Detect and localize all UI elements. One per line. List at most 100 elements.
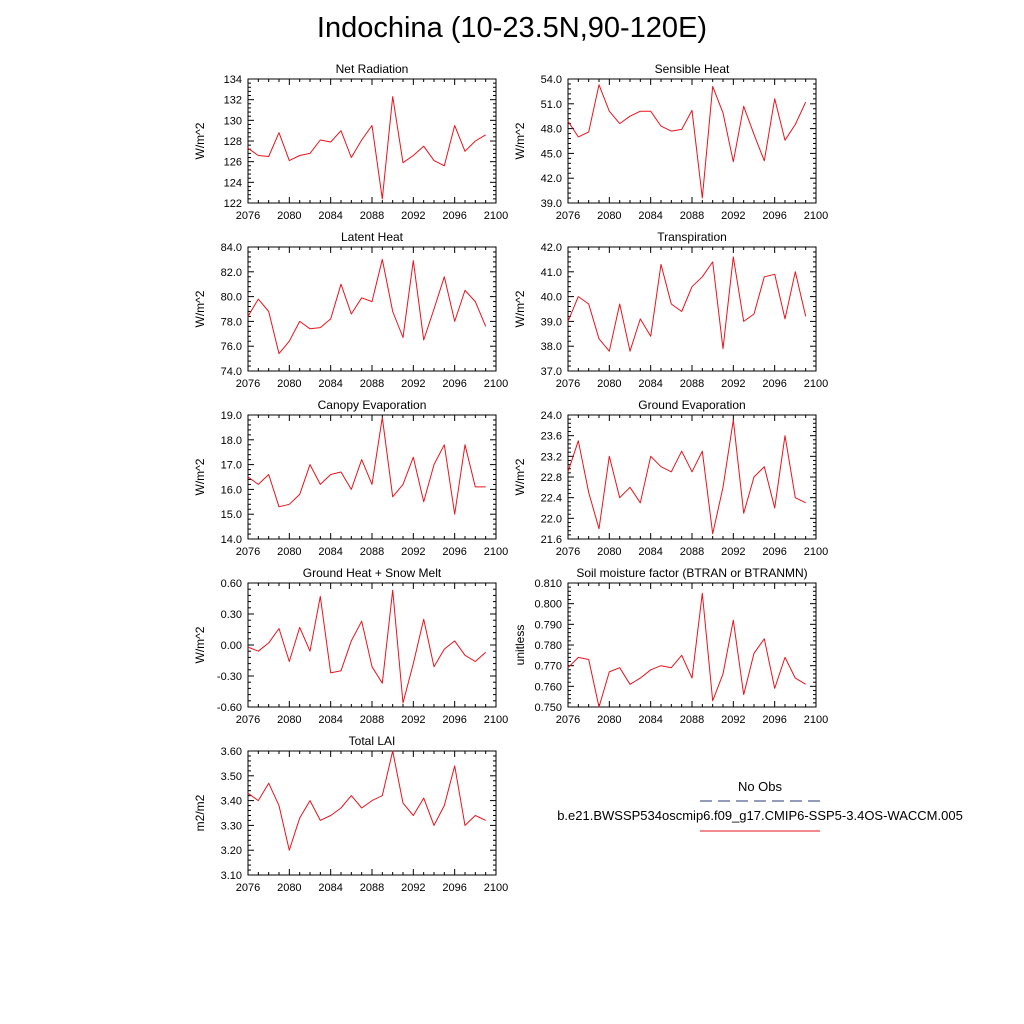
x-tick-label: 2088 bbox=[360, 546, 384, 558]
legend-label-model: b.e21.BWSSP534oscmip6.f09_g17.CMIP6-SSP5… bbox=[557, 808, 963, 823]
y-tick-label: 18.0 bbox=[221, 435, 242, 447]
x-tick-label: 2092 bbox=[721, 546, 745, 558]
y-axis-label: W/m^2 bbox=[513, 290, 527, 327]
y-tick-label: 130 bbox=[224, 115, 242, 127]
plot-frame bbox=[247, 582, 497, 708]
x-tick-label: 2100 bbox=[804, 714, 828, 726]
y-tick-label: 3.20 bbox=[221, 845, 242, 857]
plot-frame bbox=[247, 414, 497, 540]
x-tick-label: 2084 bbox=[638, 546, 662, 558]
y-tick-label: 134 bbox=[224, 74, 242, 86]
y-axis-label: unitless bbox=[513, 625, 527, 666]
y-tick-label: 22.0 bbox=[541, 513, 562, 525]
x-tick-label: 2080 bbox=[597, 378, 621, 390]
y-tick-label: 0.30 bbox=[221, 609, 242, 621]
x-tick-label: 2096 bbox=[442, 714, 466, 726]
x-tick-label: 2076 bbox=[556, 546, 580, 558]
x-tick-label: 2076 bbox=[236, 882, 260, 894]
y-tick-label: 0.790 bbox=[534, 619, 562, 631]
x-tick-label: 2080 bbox=[597, 210, 621, 222]
x-tick-label: 2084 bbox=[638, 210, 662, 222]
x-tick-label: 2096 bbox=[762, 714, 786, 726]
y-tick-label: 3.50 bbox=[221, 771, 242, 783]
y-tick-label: 17.0 bbox=[221, 460, 242, 472]
x-tick-label: 2092 bbox=[721, 210, 745, 222]
panel-title: Canopy Evaporation bbox=[318, 398, 427, 412]
x-tick-label: 2080 bbox=[277, 714, 301, 726]
x-tick-label: 2088 bbox=[360, 210, 384, 222]
panel-4: 2076 2080 2084 2088 2092 2096 2100 14.0 15.0 16.0… bbox=[193, 398, 508, 558]
x-tick-label: 2080 bbox=[597, 546, 621, 558]
x-tick-label: 2080 bbox=[277, 210, 301, 222]
x-tick-label: 2096 bbox=[762, 378, 786, 390]
series-line bbox=[247, 96, 486, 200]
y-tick-label: 0.810 bbox=[534, 578, 562, 590]
x-tick-label: 2096 bbox=[442, 378, 466, 390]
y-tick-label: 78.0 bbox=[221, 316, 242, 328]
series-line bbox=[247, 258, 487, 355]
x-tick-label: 2100 bbox=[484, 546, 508, 558]
y-tick-label: 54.0 bbox=[541, 74, 562, 86]
panel-title: Net Radiation bbox=[336, 62, 409, 76]
x-tick-label: 2092 bbox=[721, 378, 745, 390]
panel-title: Sensible Heat bbox=[655, 62, 730, 76]
x-tick-label: 2080 bbox=[597, 714, 621, 726]
x-tick-label: 2096 bbox=[762, 546, 786, 558]
y-tick-label: 24.0 bbox=[541, 410, 562, 422]
y-axis-label: W/m^2 bbox=[513, 458, 527, 495]
y-axis-label: W/m^2 bbox=[193, 458, 207, 495]
series-line bbox=[247, 750, 486, 851]
y-tick-label: 48.0 bbox=[541, 124, 562, 136]
panel-title: Total LAI bbox=[349, 734, 396, 748]
series-line bbox=[247, 417, 486, 515]
y-tick-label: 39.0 bbox=[541, 316, 562, 328]
x-tick-label: 2084 bbox=[318, 546, 342, 558]
x-tick-label: 2084 bbox=[638, 378, 662, 390]
x-tick-label: 2088 bbox=[680, 378, 704, 390]
x-tick-label: 2080 bbox=[277, 882, 301, 894]
y-tick-label: 51.0 bbox=[541, 99, 562, 111]
series-line bbox=[567, 84, 807, 199]
x-tick-label: 2096 bbox=[442, 210, 466, 222]
panel-title: Ground Heat + Snow Melt bbox=[303, 566, 442, 580]
plot-frame bbox=[567, 78, 817, 204]
y-tick-label: 3.40 bbox=[221, 796, 242, 808]
panel-6: 2076 2080 2084 2088 2092 2096 2100 -0.60 -0.30 0.… bbox=[193, 566, 508, 726]
panel-3: 2076 2080 2084 2088 2092 2096 2100 37.0 38.0 39.0… bbox=[513, 230, 828, 390]
y-tick-label: 39.0 bbox=[541, 198, 562, 210]
x-tick-label: 2084 bbox=[318, 378, 342, 390]
y-tick-label: 16.0 bbox=[221, 484, 242, 496]
y-tick-label: 40.0 bbox=[541, 292, 562, 304]
x-tick-label: 2092 bbox=[401, 546, 425, 558]
legend-label-obs: No Obs bbox=[737, 779, 783, 794]
x-tick-label: 2084 bbox=[638, 714, 662, 726]
y-tick-label: 15.0 bbox=[221, 509, 242, 521]
x-tick-label: 2088 bbox=[680, 210, 704, 222]
x-tick-label: 2096 bbox=[442, 546, 466, 558]
y-tick-label: 3.60 bbox=[221, 746, 242, 758]
x-tick-label: 2088 bbox=[680, 714, 704, 726]
y-tick-label: -0.60 bbox=[217, 702, 242, 714]
x-tick-label: 2076 bbox=[556, 210, 580, 222]
y-tick-label: 41.0 bbox=[541, 267, 562, 279]
panel-0: 2076 2080 2084 2088 2092 2096 2100 122 124 126 128… bbox=[193, 62, 508, 222]
y-tick-label: 0.800 bbox=[534, 599, 562, 611]
y-axis-label: W/m^2 bbox=[193, 290, 207, 327]
y-tick-label: 84.0 bbox=[221, 242, 242, 254]
y-tick-label: 74.0 bbox=[221, 366, 242, 378]
x-tick-label: 2096 bbox=[442, 882, 466, 894]
panel-2: 2076 2080 2084 2088 2092 2096 2100 74.0 76.0 78.0… bbox=[193, 230, 508, 390]
x-tick-label: 2100 bbox=[484, 882, 508, 894]
x-tick-label: 2096 bbox=[762, 210, 786, 222]
y-tick-label: 128 bbox=[224, 136, 242, 148]
y-tick-label: 0.760 bbox=[534, 681, 562, 693]
x-tick-label: 2076 bbox=[556, 714, 580, 726]
x-tick-label: 2100 bbox=[804, 210, 828, 222]
panel-1: 2076 2080 2084 2088 2092 2096 2100 39.0 42.0 45.0… bbox=[513, 62, 828, 222]
x-tick-label: 2100 bbox=[484, 210, 508, 222]
y-axis-label: m2/m2 bbox=[193, 794, 207, 831]
y-axis-label: W/m^2 bbox=[193, 122, 207, 159]
x-tick-label: 2076 bbox=[236, 210, 260, 222]
plot-frame bbox=[247, 78, 497, 204]
